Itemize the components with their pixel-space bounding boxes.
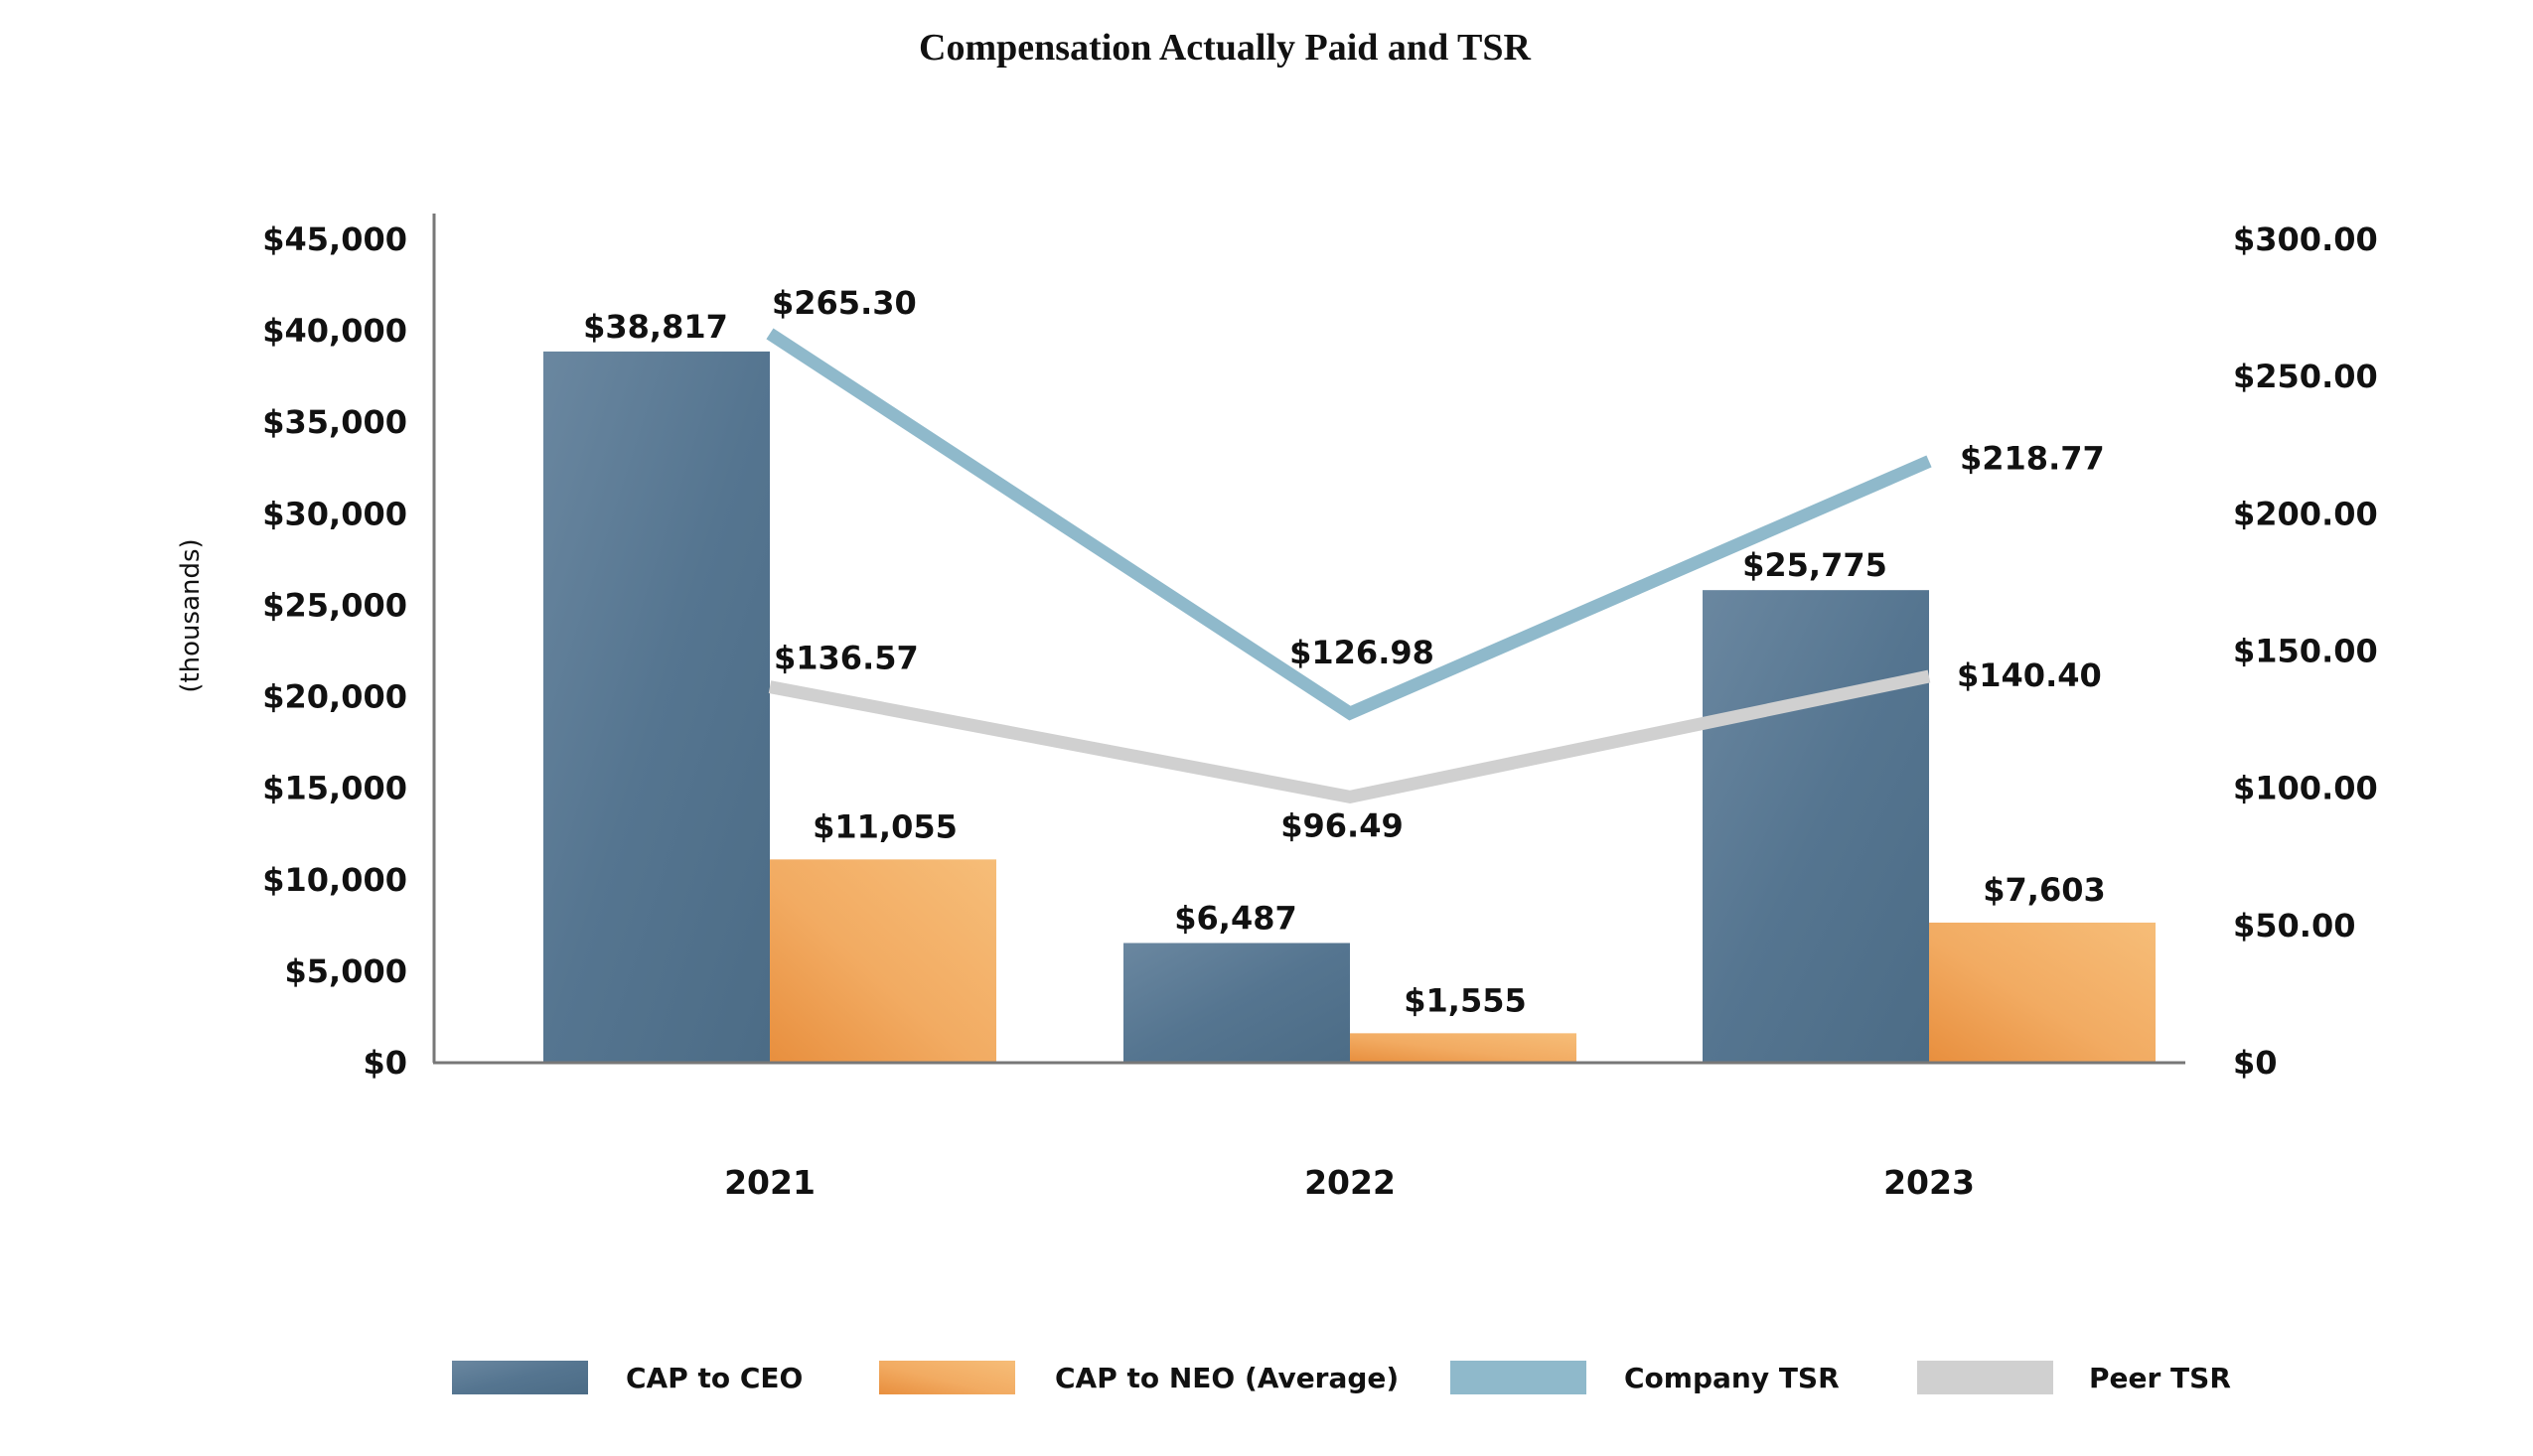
- y2-tick-label: $150.00: [2233, 633, 2378, 670]
- bar-cap-to-neo: [770, 859, 996, 1062]
- data-label-peer-tsr: $96.49: [1280, 806, 1403, 844]
- y-tick-label: $30,000: [262, 495, 407, 532]
- data-label-peer-tsr: $136.57: [774, 640, 919, 677]
- data-label-cap-to-neo: $7,603: [1983, 871, 2105, 909]
- data-label-company-tsr: $265.30: [772, 284, 917, 322]
- y-tick-label: $45,000: [262, 220, 407, 258]
- y-tick-label: $20,000: [262, 678, 407, 716]
- data-label-company-tsr: $126.98: [1289, 634, 1434, 671]
- bar-cap-to-ceo: [1703, 590, 1929, 1062]
- y2-tick-label: $0: [2233, 1044, 2278, 1082]
- lines: [766, 328, 1932, 803]
- y2-tick-label: $300.00: [2233, 220, 2378, 258]
- x-tick-label: 2023: [1883, 1163, 1975, 1202]
- data-label-company-tsr: $218.77: [1960, 439, 2105, 477]
- y-tick-label: $0: [363, 1044, 407, 1082]
- data-label-cap-to-ceo: $6,487: [1174, 899, 1296, 937]
- legend-swatch: [1917, 1361, 2053, 1394]
- legend-label: CAP to CEO: [626, 1362, 803, 1394]
- y2-tick-label: $50.00: [2233, 907, 2355, 945]
- x-tick-label: 2021: [724, 1163, 816, 1202]
- legend-swatch: [452, 1361, 588, 1394]
- legend-label: Peer TSR: [2089, 1362, 2231, 1394]
- y-tick-label: $25,000: [262, 586, 407, 624]
- bar-cap-to-neo: [1350, 1033, 1576, 1062]
- y2-tick-label: $100.00: [2233, 770, 2378, 807]
- data-labels: $38,817 $11,055 $6,487 $1,555 $25,775 $7,603 $…: [583, 284, 2106, 1019]
- y-tick-label: $10,000: [262, 861, 407, 899]
- y2-tick-label: $200.00: [2233, 495, 2378, 532]
- y2-axis-ticks: $0 $50.00 $100.00 $150.00 $200.00 $250.00 $300…: [2233, 220, 2378, 1082]
- data-label-cap-to-ceo: $38,817: [583, 308, 728, 346]
- legend-swatch: [1450, 1361, 1586, 1394]
- bar-cap-to-neo: [1929, 922, 2156, 1062]
- legend-swatch: [879, 1361, 1015, 1394]
- data-label-cap-to-neo: $1,555: [1404, 981, 1526, 1019]
- bars: [543, 351, 2156, 1062]
- x-tick-label: 2022: [1304, 1163, 1396, 1202]
- data-label-peer-tsr: $140.40: [1957, 656, 2102, 694]
- y-tick-label: $5,000: [285, 952, 407, 990]
- y-tick-label: $15,000: [262, 770, 407, 807]
- legend-label: CAP to NEO (Average): [1055, 1362, 1399, 1394]
- chart-title: Compensation Actually Paid and TSR: [919, 27, 1531, 69]
- line-company-tsr: [766, 328, 1932, 721]
- bar-cap-to-ceo: [1123, 943, 1350, 1062]
- data-label-cap-to-neo: $11,055: [813, 807, 958, 845]
- y-axis-ticks: $0 $5,000 $10,000 $15,000 $20,000 $25,000 $30,…: [262, 220, 407, 1082]
- y2-tick-label: $250.00: [2233, 358, 2378, 395]
- legend: CAP to CEO CAP to NEO (Average) Company TS…: [452, 1361, 2231, 1394]
- legend-label: Company TSR: [1624, 1362, 1840, 1394]
- category-labels: 2021 2022 2023: [724, 1163, 1975, 1202]
- line-peer-tsr: [768, 669, 1931, 803]
- y-tick-label: $35,000: [262, 403, 407, 441]
- y-axis-label: (thousands): [176, 538, 206, 692]
- data-label-cap-to-ceo: $25,775: [1742, 546, 1887, 584]
- y-tick-label: $40,000: [262, 312, 407, 350]
- bar-cap-to-ceo: [543, 351, 770, 1062]
